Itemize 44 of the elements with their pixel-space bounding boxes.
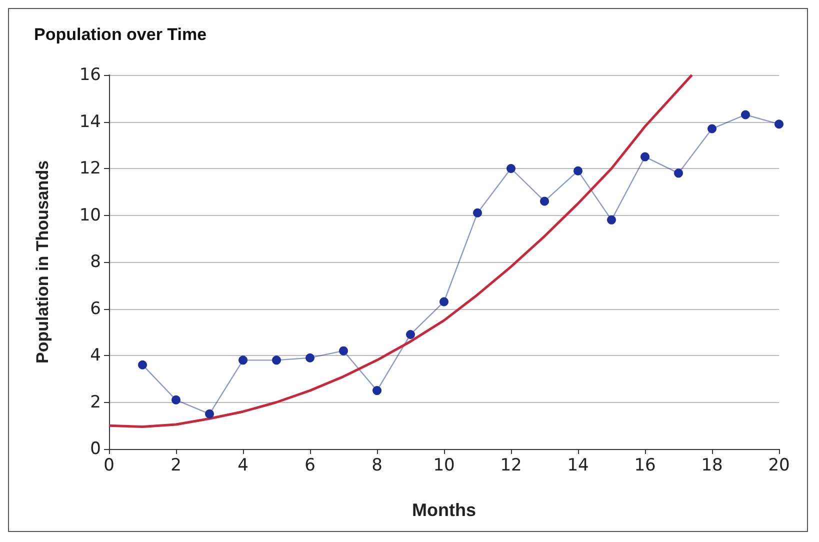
y-tick-label: 6	[90, 298, 101, 319]
y-tick-label: 4	[90, 346, 101, 366]
x-tick-label: 16	[634, 456, 656, 476]
point	[172, 395, 180, 404]
line-series	[108, 74, 694, 428]
y-tick-label: 0	[90, 439, 101, 459]
point	[339, 346, 348, 356]
point	[574, 166, 582, 176]
x-axis-title: Months	[412, 500, 476, 520]
y-axis-title: Population in Thousands	[33, 160, 52, 364]
point	[640, 152, 650, 162]
point	[272, 356, 281, 365]
x-tick-label: 14	[567, 456, 589, 476]
y-tick-label: 14	[79, 112, 101, 132]
point	[406, 330, 415, 339]
x-tick-label: 6	[304, 456, 316, 476]
x-tick-label: 12	[500, 456, 522, 476]
point	[306, 353, 314, 362]
point	[708, 124, 716, 134]
x-tick-label: 2	[170, 456, 182, 476]
y-tick-label: 16	[79, 65, 101, 85]
x-tick-label: 20	[768, 456, 790, 476]
point	[238, 356, 248, 365]
y-tick-label: 10	[79, 205, 101, 226]
x-tick-label: 0	[104, 456, 114, 476]
x-tick-label: 18	[701, 456, 723, 476]
point	[440, 297, 448, 306]
point	[506, 164, 516, 173]
x-tick-label: 8	[372, 456, 382, 476]
y-tick-label: 2	[90, 392, 101, 412]
y-tick-label: 12	[79, 158, 101, 178]
x-tick-label: 10	[433, 456, 455, 476]
point	[774, 120, 784, 129]
point	[540, 196, 549, 206]
point	[205, 409, 214, 418]
point	[372, 386, 382, 396]
point	[741, 110, 750, 120]
y-tick-label: 8	[90, 252, 101, 272]
point	[674, 168, 683, 178]
point	[473, 208, 482, 218]
x-tick-label: 4	[238, 456, 248, 476]
point	[607, 215, 616, 224]
point	[138, 360, 147, 370]
chart-title: Population over Time	[34, 25, 207, 44]
